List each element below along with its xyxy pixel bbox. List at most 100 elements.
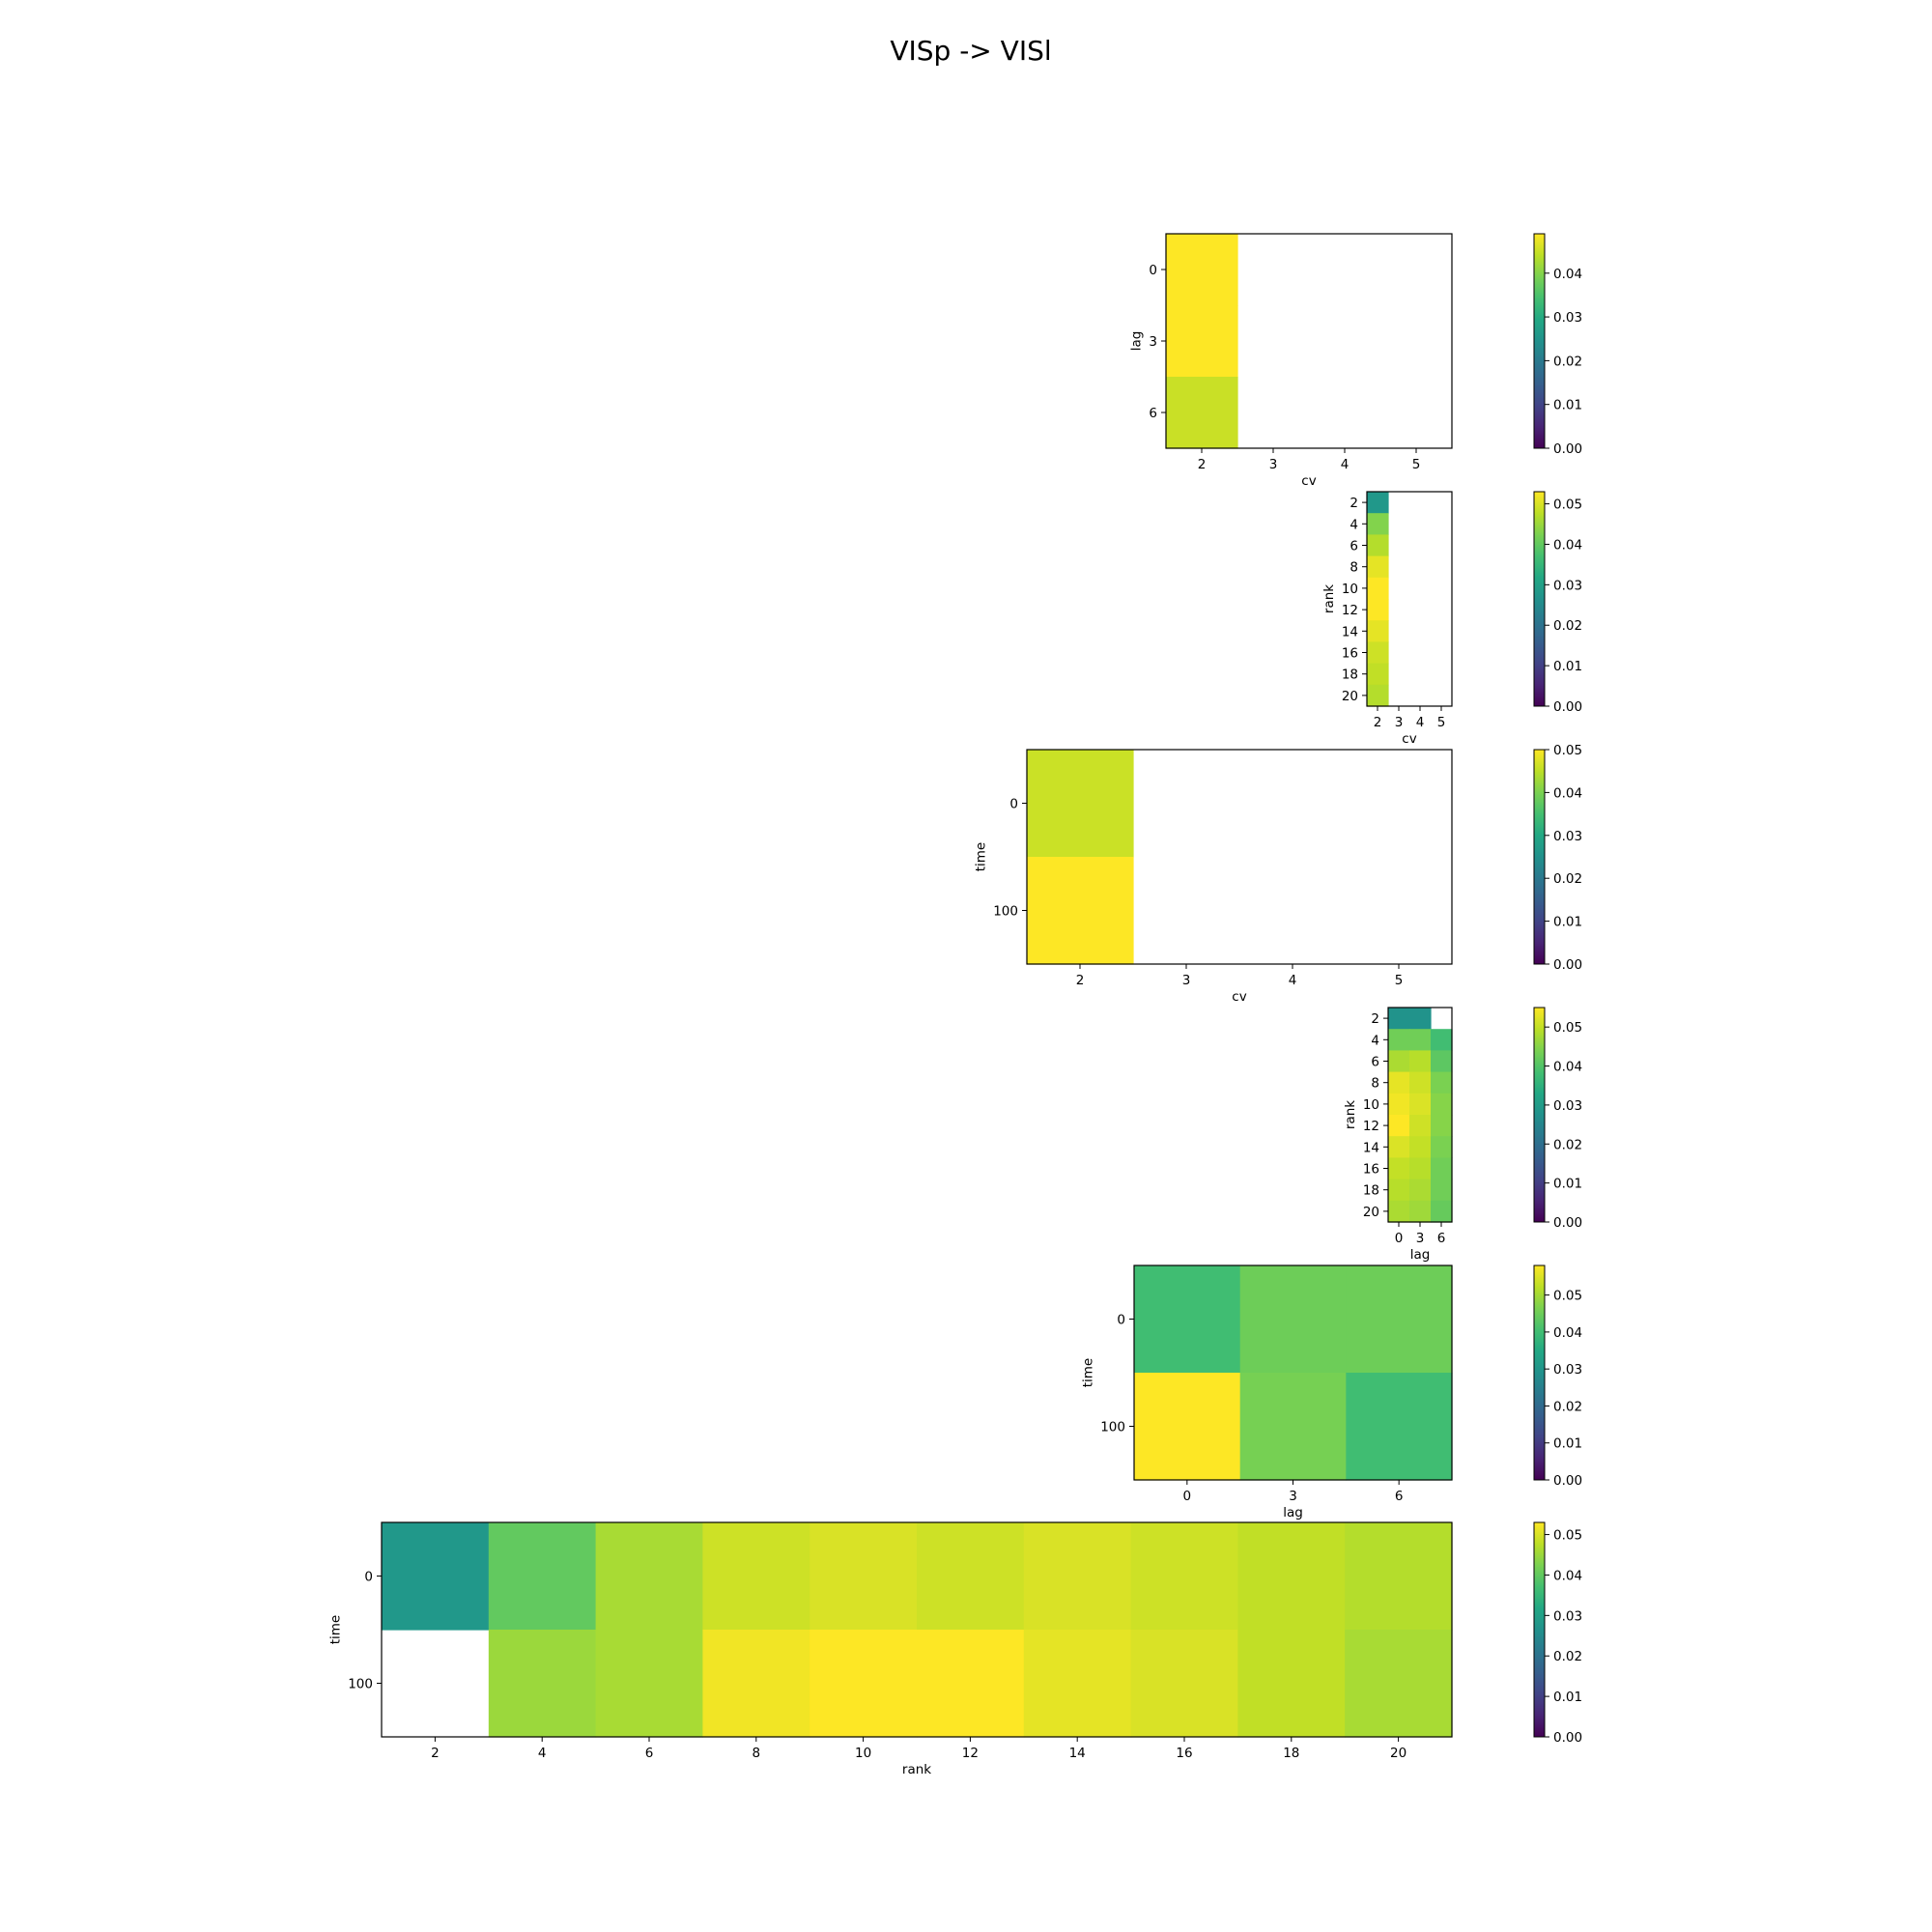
heatmap-cell	[1388, 1200, 1410, 1223]
y-tick-label: 14	[1342, 624, 1358, 639]
x-tick-label: 14	[1069, 1746, 1086, 1761]
heatmap-cell	[1409, 1071, 1432, 1094]
y-tick-label: 100	[348, 1677, 373, 1692]
y-tick-label: 16	[1342, 646, 1358, 662]
heatmap-cell	[1388, 1157, 1410, 1180]
colorbar-tick-label: 0.00	[1553, 1730, 1582, 1746]
colorbar-tick-label: 0.03	[1553, 578, 1582, 593]
y-tick-label: 8	[1371, 1076, 1379, 1092]
y-tick-label: 18	[1363, 1183, 1379, 1199]
x-axis-label: lag	[1410, 1247, 1431, 1263]
heatmap-cell	[1367, 492, 1389, 514]
heatmap-cell	[382, 1522, 490, 1631]
colorbar: 0.00 0.01 0.02 0.03 0.04 0.05	[1533, 491, 1582, 715]
heatmap-cell	[1134, 1373, 1241, 1481]
heatmap-cell	[1431, 1071, 1453, 1094]
colorbar-gradient	[1533, 233, 1546, 449]
heatmap-cell	[1409, 1157, 1432, 1180]
heatmap-panel-time-vs-cv: 2 3 4 5 0 100 cv time 0.00 0.01 0.02 0.03 0.04 0.05	[974, 743, 1583, 1005]
colorbar-tick-label: 0.05	[1553, 743, 1582, 758]
y-tick-label: 100	[993, 904, 1018, 920]
colorbar-tick-label: 0.02	[1553, 618, 1582, 634]
heatmap-panel-rank-vs-cv: 2 3 4 52468101214161820cvrank0.000.010.020.…	[1321, 491, 1582, 747]
heatmap-cell	[810, 1630, 918, 1738]
y-tick-label: 6	[1350, 539, 1358, 554]
colorbar-tick-label: 0.02	[1553, 1137, 1582, 1152]
colorbar-tick-label: 0.01	[1553, 659, 1582, 674]
heatmap-cell	[1346, 1373, 1453, 1481]
x-tick-label: 20	[1390, 1746, 1406, 1761]
x-tick-label: 3	[1182, 973, 1191, 988]
heatmap-cell	[1409, 1008, 1432, 1030]
colorbar-gradient	[1533, 1007, 1546, 1223]
x-axis-label: cv	[1402, 731, 1416, 747]
heatmap-cell	[1367, 534, 1389, 557]
colorbar-gradient	[1533, 1264, 1546, 1481]
colorbar: 0.00 0.01 0.02 0.03 0.04 0.05	[1533, 1007, 1582, 1231]
colorbar-tick-label: 0.05	[1553, 1020, 1582, 1036]
x-tick-label: 10	[855, 1746, 871, 1761]
heatmap-cell	[1134, 1265, 1241, 1374]
y-tick-label: 100	[1100, 1420, 1125, 1435]
colorbar-tick-label: 0.00	[1553, 441, 1582, 457]
heatmap-cell	[595, 1630, 703, 1738]
x-axis-label: cv	[1301, 473, 1316, 489]
y-tick-label: 14	[1363, 1140, 1379, 1155]
heatmap-cell	[1388, 1179, 1410, 1202]
x-axis-label: cv	[1232, 989, 1246, 1005]
heatmap-cell	[702, 1522, 810, 1631]
colorbar-tick-label: 0.01	[1553, 398, 1582, 413]
colorbar-tick-label: 0.01	[1553, 1690, 1582, 1705]
y-tick-label: 0	[1009, 797, 1018, 812]
colorbar-tick-label: 0.04	[1553, 1568, 1582, 1583]
heatmap-cell	[1237, 1630, 1346, 1738]
heatmap-cell	[1367, 663, 1389, 686]
y-axis-label: time	[328, 1615, 344, 1645]
x-tick-label: 0	[1183, 1489, 1192, 1504]
heatmap-cell	[1367, 684, 1389, 707]
colorbar: 0.00 0.01 0.02 0.03 0.04 0.05	[1533, 1521, 1582, 1746]
heatmap-cell	[1367, 513, 1389, 535]
colorbar-tick-label: 0.03	[1553, 310, 1582, 326]
x-tick-label: 4	[538, 1746, 547, 1761]
heatmap-panel-time-vs-lag: 0 3 6 0 100 lag time 0.00 0.01 0.02 0.03 0.04 0.05	[1081, 1264, 1582, 1520]
y-tick-label: 18	[1342, 668, 1358, 683]
plot-frame	[381, 1521, 1453, 1738]
heatmap-cell	[1431, 1157, 1453, 1180]
heatmap-cell	[1239, 1373, 1347, 1481]
heatmap-cell	[1023, 1522, 1132, 1631]
heatmap-cell	[1367, 620, 1389, 642]
colorbar-tick-label: 0.01	[1553, 1436, 1582, 1452]
colorbar-tick-label: 0.02	[1553, 871, 1582, 887]
heatmap-cell	[1130, 1522, 1238, 1631]
heatmap-cell	[1409, 1050, 1432, 1073]
colorbar-gradient	[1533, 1521, 1546, 1738]
heatmap-cell	[1345, 1630, 1453, 1738]
heatmap-cell	[917, 1630, 1025, 1738]
colorbar-tick-label: 0.00	[1553, 1473, 1582, 1489]
heatmap-cell	[917, 1522, 1025, 1631]
y-axis-label: time	[974, 842, 989, 872]
x-tick-label: 4	[1289, 973, 1297, 988]
x-tick-label: 2	[1374, 715, 1382, 730]
y-tick-label: 20	[1363, 1205, 1379, 1220]
heatmap-cell	[595, 1522, 703, 1631]
heatmap-cell	[810, 1522, 918, 1631]
heatmap-cell	[1166, 377, 1238, 449]
x-tick-label: 6	[645, 1746, 654, 1761]
heatmap-panel-lag-vs-cv: 2 3 4 5 0 3 6 cv lag 0.00 0.01 0.02 0.03 0.04	[1129, 233, 1582, 489]
colorbar-tick-label: 0.00	[1553, 699, 1582, 715]
colorbar-tick-label: 0.03	[1553, 1362, 1582, 1378]
heatmap-cell	[1388, 1029, 1410, 1051]
colorbar-tick-label: 0.05	[1553, 497, 1582, 513]
heatmap-cell	[1367, 555, 1389, 579]
x-tick-label: 0	[1395, 1231, 1404, 1246]
y-tick-label: 2	[1350, 496, 1358, 511]
heatmap-cell	[1166, 234, 1238, 306]
heatmap-cell	[1409, 1115, 1432, 1137]
x-tick-label: 6	[1437, 1231, 1446, 1246]
heatmap-cell	[1409, 1179, 1432, 1202]
heatmap-cell	[1367, 599, 1389, 621]
heatmap-cell	[1409, 1093, 1432, 1116]
